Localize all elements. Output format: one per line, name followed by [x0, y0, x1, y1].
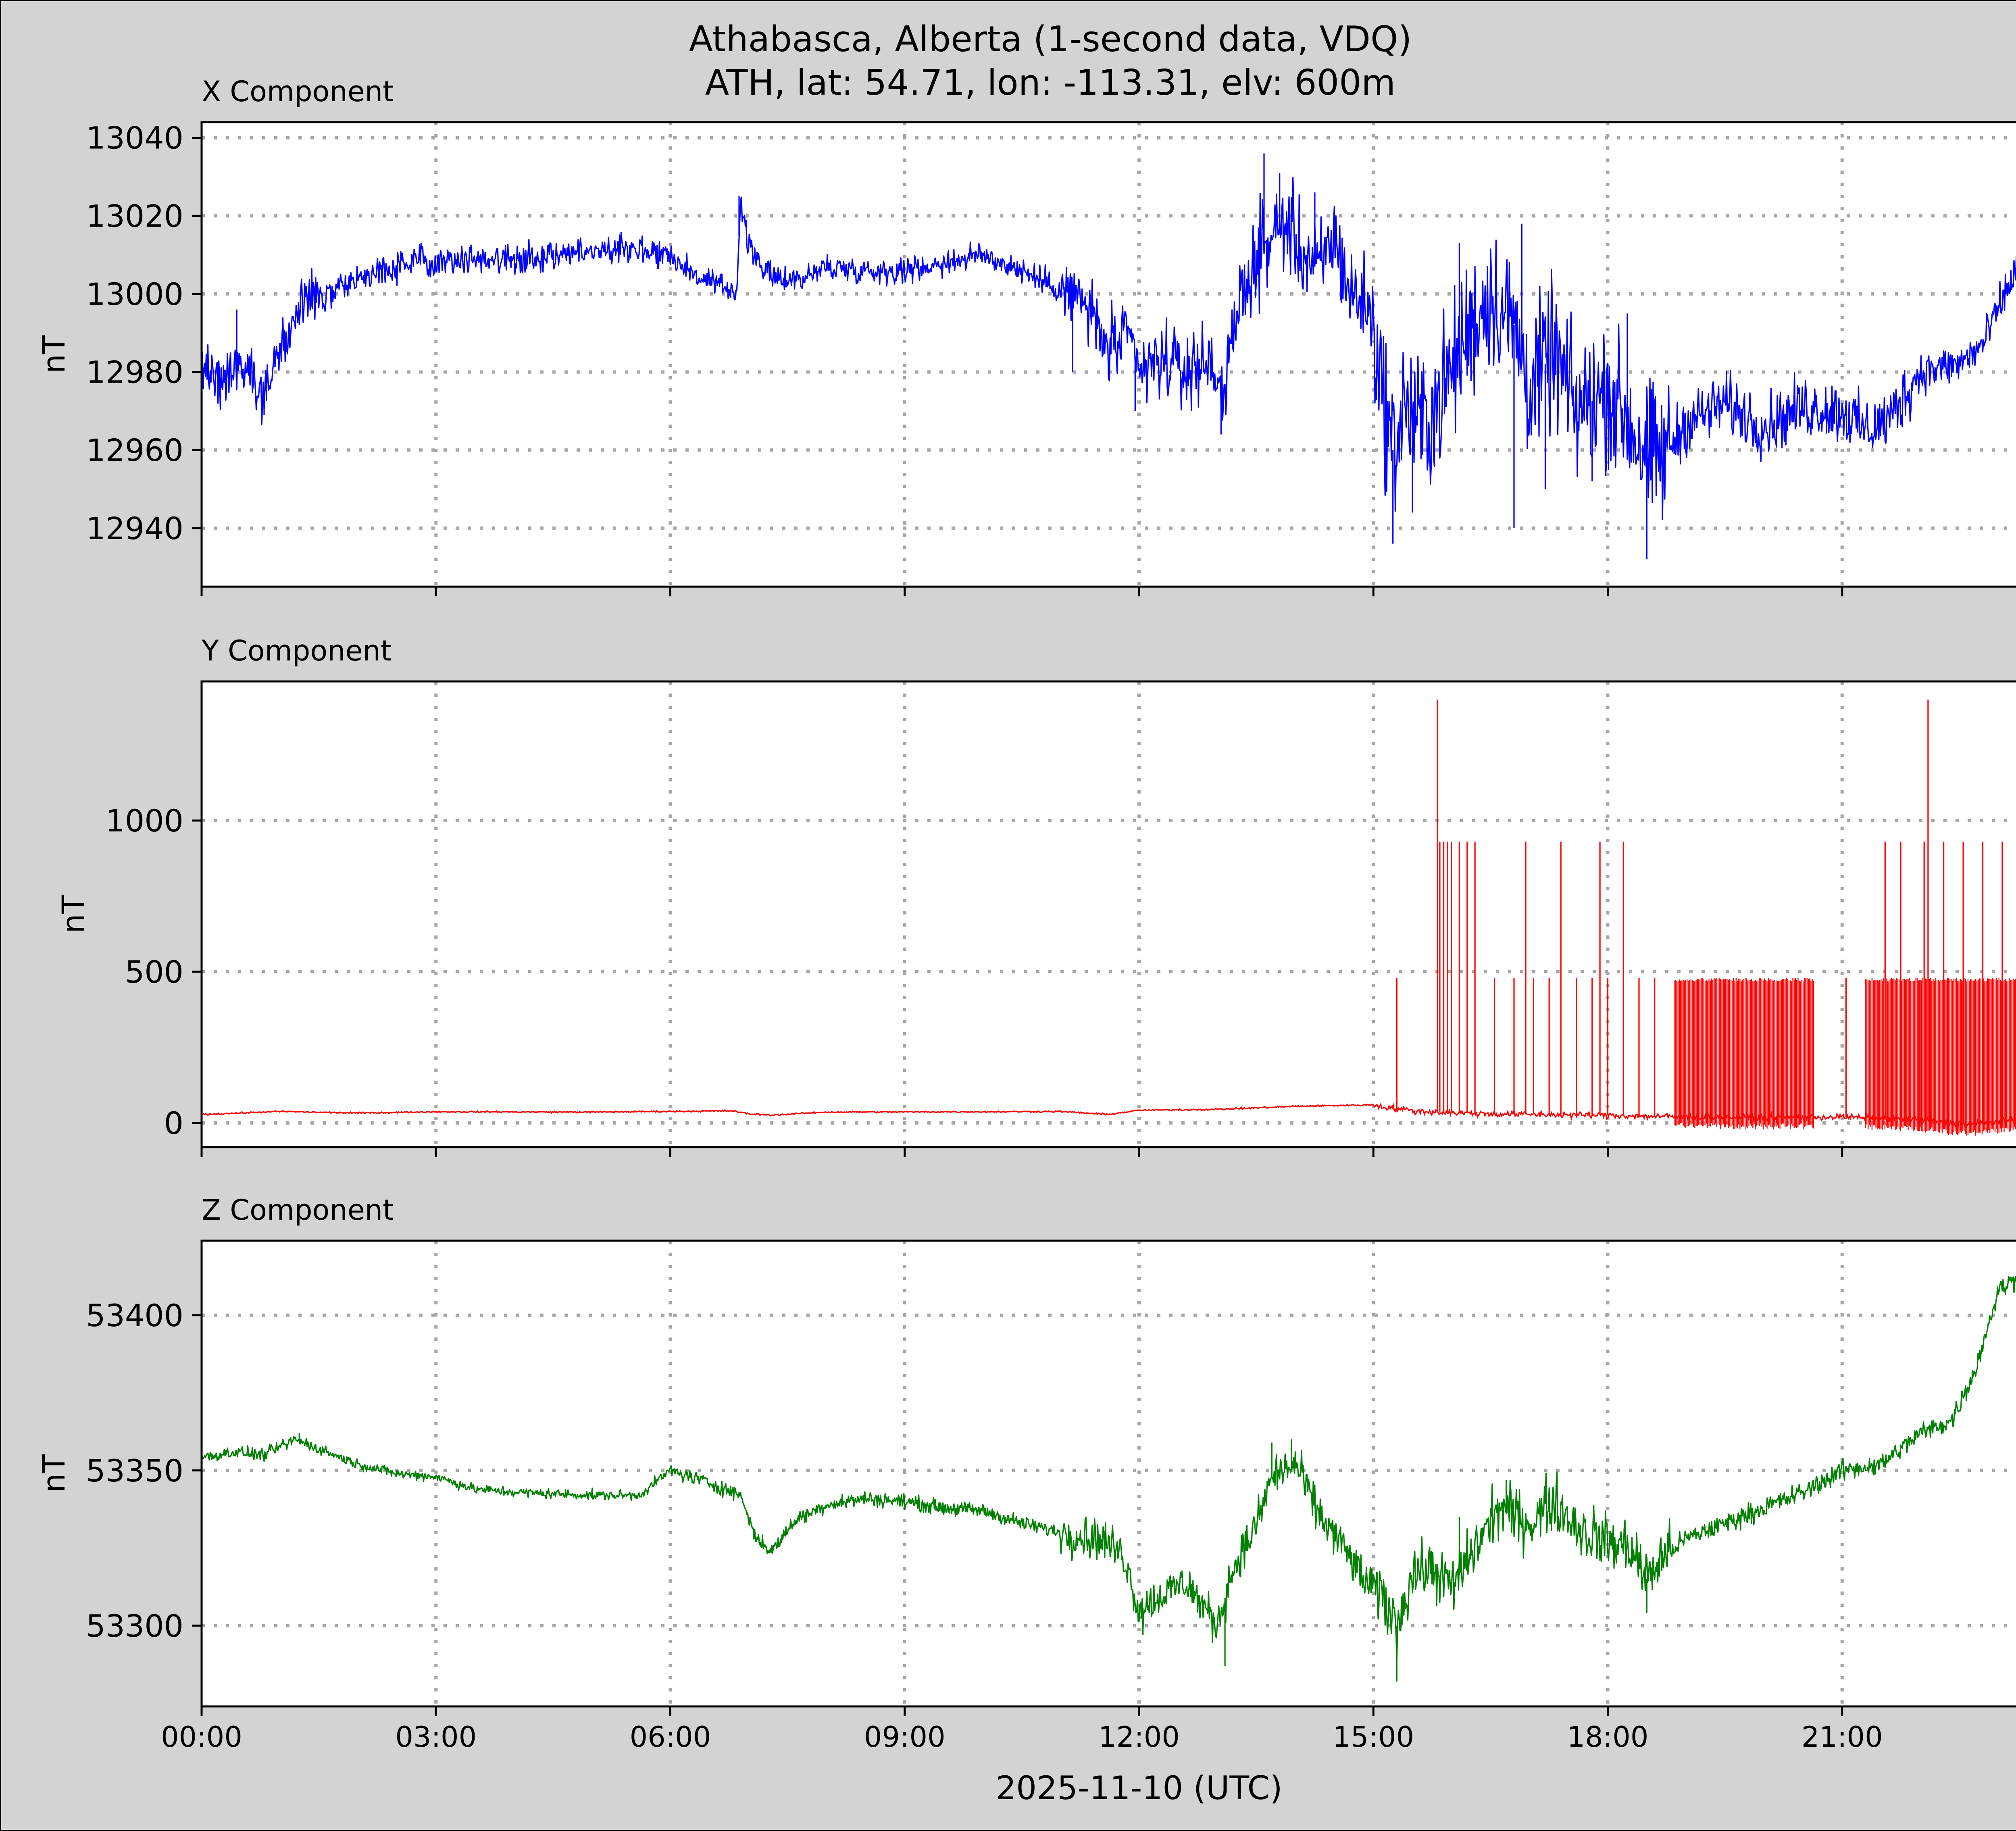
y-tick-label: 12980 — [86, 354, 183, 390]
panel-title: Z Component — [202, 1194, 394, 1227]
x-tick-label: 12:00 — [1098, 1721, 1180, 1754]
panel-2: 00:00 03:00 06:00 09:00 12:00 15:00 18:00 21:00… — [36, 1194, 2016, 1754]
series-group — [202, 700, 2016, 1136]
y-tick-label: 13020 — [86, 198, 183, 234]
y-tick-label: 13040 — [86, 120, 183, 156]
plot-area — [202, 122, 2016, 587]
series-group — [202, 1276, 2016, 1682]
x-tick-label: 00:00 — [161, 1721, 242, 1754]
dense-spikes — [1920, 978, 2016, 1136]
x-tick-label: 18:00 — [1567, 1721, 1649, 1754]
x-tick-label: 15:00 — [1333, 1721, 1414, 1754]
y-tick-label: 13000 — [86, 276, 183, 312]
y-tick-label: 12960 — [86, 432, 183, 468]
x-axis-label: 2025-11-10 (UTC) — [996, 1769, 1282, 1807]
y-tick-label: 0 — [164, 1105, 183, 1141]
panels-group: 12940 12960 12980 13000 13020 13040 X Componen… — [36, 75, 2016, 1754]
chart-title: Athabasca, Alberta (1-second data, VDQ) — [689, 19, 1412, 60]
panel-1: 0 500 1000 Y Component nT — [55, 634, 2016, 1157]
y-tick-label: 53400 — [86, 1298, 183, 1333]
plot-area — [202, 1241, 2016, 1706]
dense-spikes — [1865, 978, 1920, 1131]
y-tick-label: 500 — [125, 954, 183, 990]
plot-area — [202, 681, 2016, 1147]
dense-spikes — [1674, 978, 1814, 1130]
panel-title: X Component — [202, 75, 394, 108]
panel-title: Y Component — [201, 634, 392, 667]
y-axis-label: nT — [36, 335, 72, 373]
series-line — [202, 1276, 2016, 1660]
chart-subtitle: ATH, lat: 54.71, lon: -113.31, elv: 600m — [705, 62, 1395, 103]
y-axis-label: nT — [36, 1454, 72, 1493]
y-tick-label: 1000 — [106, 803, 183, 839]
series-line — [202, 177, 2016, 520]
y-tick-label: 53300 — [86, 1608, 183, 1644]
y-axis-label: nT — [55, 895, 91, 933]
x-tick-label: 21:00 — [1801, 1721, 1883, 1754]
y-tick-label: 53350 — [86, 1453, 183, 1489]
panel-0: 12940 12960 12980 13000 13020 13040 X Componen… — [36, 75, 2016, 596]
series-group — [202, 153, 2016, 560]
x-tick-label: 09:00 — [864, 1721, 946, 1754]
x-tick-label: 03:00 — [395, 1721, 477, 1754]
y-tick-label: 12940 — [86, 510, 183, 546]
x-tick-label: 06:00 — [630, 1721, 711, 1754]
